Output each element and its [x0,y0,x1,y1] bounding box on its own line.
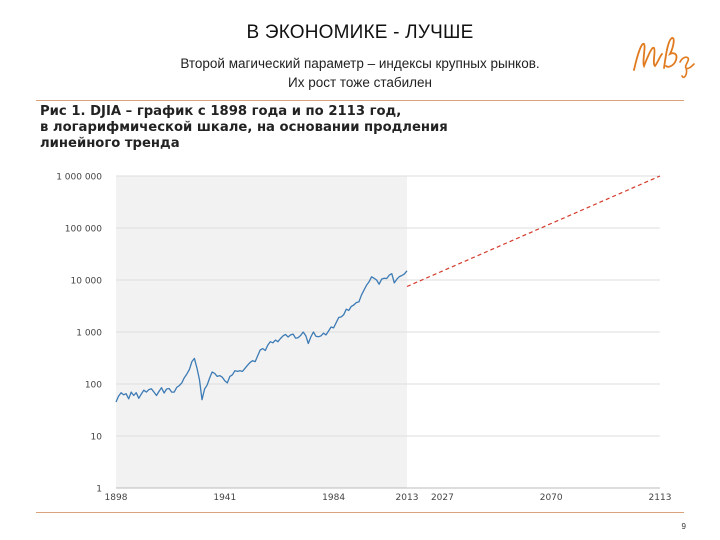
x-tick-label: 2070 [540,493,563,503]
chart-title-line-3: линейного тренда [40,136,180,151]
signature-logo-icon [633,37,695,79]
subtitle-line-2: Их рост тоже стабилен [288,75,432,90]
y-tick-label: 100 000 [65,225,102,235]
x-tick-label: 2113 [649,493,672,503]
slide-title: В ЭКОНОМИКЕ - ЛУЧШЕ [246,22,474,43]
x-tick-label: 1898 [105,493,128,503]
y-tick-label: 1 000 [76,329,102,339]
x-tick-label: 1984 [322,493,345,503]
y-tick-label: 1 [96,485,102,495]
y-tick-label: 10 [91,433,103,443]
chart-title-line-2: в логарифмической шкале, на основании пр… [40,120,448,135]
y-tick-label: 100 [85,381,102,391]
subtitle-line-1: Второй магический параметр – индексы кру… [180,56,540,71]
trend-projection-line [406,175,661,288]
x-tick-label: 2013 [396,493,419,503]
bottom-divider [36,512,684,513]
y-tick-label: 10 000 [71,277,103,287]
slide-subtitle: Второй магический параметр – индексы кру… [0,54,720,92]
chart-title-line-1: Рис 1. DJIA – график с 1898 года и по 21… [40,104,402,119]
y-tick-label: 1 000 000 [56,173,102,183]
x-tick-label: 2027 [431,493,454,503]
top-divider [36,100,684,101]
x-tick-label: 1941 [213,493,236,503]
page-number: 9 [681,522,686,531]
chart-title: Рис 1. DJIA – график с 1898 года и по 21… [40,104,600,152]
djia-history-line [115,270,408,403]
